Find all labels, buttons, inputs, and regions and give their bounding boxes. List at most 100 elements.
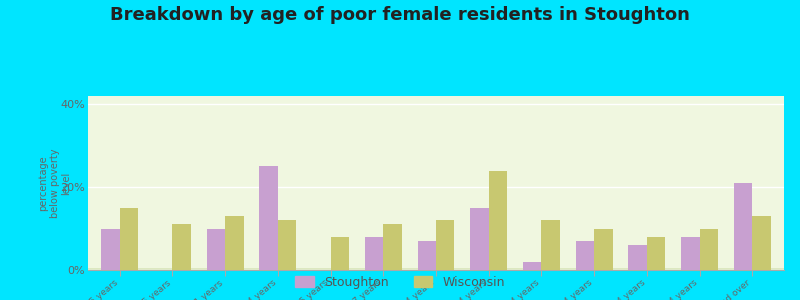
Bar bbox=[88, 96, 784, 263]
Bar bbox=[647, 237, 666, 270]
Bar bbox=[88, 96, 784, 248]
Bar bbox=[88, 96, 784, 234]
Bar bbox=[88, 96, 784, 254]
Bar bbox=[383, 224, 402, 270]
Bar bbox=[88, 96, 784, 232]
Bar bbox=[120, 208, 138, 270]
Bar bbox=[88, 96, 784, 233]
Bar bbox=[88, 96, 784, 231]
Bar bbox=[88, 96, 784, 249]
Bar bbox=[88, 96, 784, 244]
Bar bbox=[88, 96, 784, 257]
Bar bbox=[88, 96, 784, 265]
Bar bbox=[88, 96, 784, 230]
Bar bbox=[365, 237, 383, 270]
Bar bbox=[88, 96, 784, 226]
Bar bbox=[88, 96, 784, 250]
Bar bbox=[88, 96, 784, 230]
Bar bbox=[88, 96, 784, 236]
Bar bbox=[88, 96, 784, 229]
Bar bbox=[278, 220, 296, 270]
Legend: Stoughton, Wisconsin: Stoughton, Wisconsin bbox=[290, 271, 510, 294]
Bar bbox=[259, 167, 278, 270]
Bar bbox=[88, 96, 784, 260]
Bar bbox=[88, 96, 784, 236]
Bar bbox=[88, 96, 784, 230]
Bar bbox=[88, 96, 784, 249]
Bar bbox=[88, 96, 784, 230]
Bar bbox=[88, 96, 784, 239]
Bar bbox=[206, 229, 225, 270]
Bar bbox=[88, 96, 784, 227]
Bar bbox=[88, 96, 784, 233]
Bar bbox=[88, 96, 784, 241]
Bar bbox=[88, 96, 784, 260]
Bar bbox=[88, 96, 784, 265]
Bar bbox=[88, 96, 784, 232]
Bar bbox=[88, 96, 784, 240]
Bar bbox=[88, 96, 784, 237]
Bar bbox=[88, 96, 784, 253]
Bar bbox=[88, 96, 784, 248]
Bar bbox=[88, 96, 784, 231]
Bar bbox=[88, 96, 784, 270]
Bar bbox=[88, 96, 784, 259]
Bar bbox=[88, 96, 784, 262]
Bar bbox=[88, 96, 784, 263]
Bar bbox=[88, 96, 784, 227]
Bar bbox=[88, 96, 784, 242]
Bar bbox=[88, 96, 784, 262]
Bar bbox=[88, 96, 784, 227]
Bar bbox=[88, 96, 784, 247]
Bar bbox=[681, 237, 700, 270]
Bar bbox=[88, 96, 784, 227]
Bar bbox=[88, 96, 784, 243]
Bar bbox=[629, 245, 647, 270]
Bar bbox=[88, 96, 784, 268]
Bar bbox=[88, 96, 784, 229]
Text: Breakdown by age of poor female residents in Stoughton: Breakdown by age of poor female resident… bbox=[110, 6, 690, 24]
Bar bbox=[88, 96, 784, 228]
Bar bbox=[88, 96, 784, 230]
Bar bbox=[88, 96, 784, 233]
Bar bbox=[88, 96, 784, 234]
Bar bbox=[88, 96, 784, 267]
Bar bbox=[489, 171, 507, 270]
Bar bbox=[88, 96, 784, 228]
Bar bbox=[88, 96, 784, 227]
Bar bbox=[88, 96, 784, 267]
Bar bbox=[88, 96, 784, 259]
Bar bbox=[88, 96, 784, 227]
Bar bbox=[88, 96, 784, 235]
Bar bbox=[88, 96, 784, 226]
Bar bbox=[88, 96, 784, 227]
Bar bbox=[88, 96, 784, 245]
Bar bbox=[88, 96, 784, 241]
Bar bbox=[88, 96, 784, 268]
Bar bbox=[88, 96, 784, 227]
Bar bbox=[576, 241, 594, 270]
Bar bbox=[88, 96, 784, 256]
Y-axis label: percentage
below poverty
level: percentage below poverty level bbox=[38, 148, 71, 218]
Bar bbox=[101, 229, 120, 270]
Bar bbox=[88, 96, 784, 228]
Bar bbox=[88, 96, 784, 236]
Bar bbox=[88, 96, 784, 256]
Bar bbox=[88, 96, 784, 238]
Bar bbox=[542, 220, 560, 270]
Bar bbox=[88, 96, 784, 232]
Bar bbox=[88, 96, 784, 254]
Bar bbox=[88, 96, 784, 242]
Bar bbox=[88, 96, 784, 228]
Bar bbox=[88, 96, 784, 235]
Bar bbox=[88, 96, 784, 232]
Bar bbox=[88, 96, 784, 250]
Bar bbox=[330, 237, 349, 270]
Bar bbox=[88, 96, 784, 247]
Bar bbox=[700, 229, 718, 270]
Bar bbox=[88, 96, 784, 238]
Bar bbox=[88, 96, 784, 237]
Bar bbox=[88, 96, 784, 245]
Bar bbox=[470, 208, 489, 270]
Bar bbox=[88, 96, 784, 253]
